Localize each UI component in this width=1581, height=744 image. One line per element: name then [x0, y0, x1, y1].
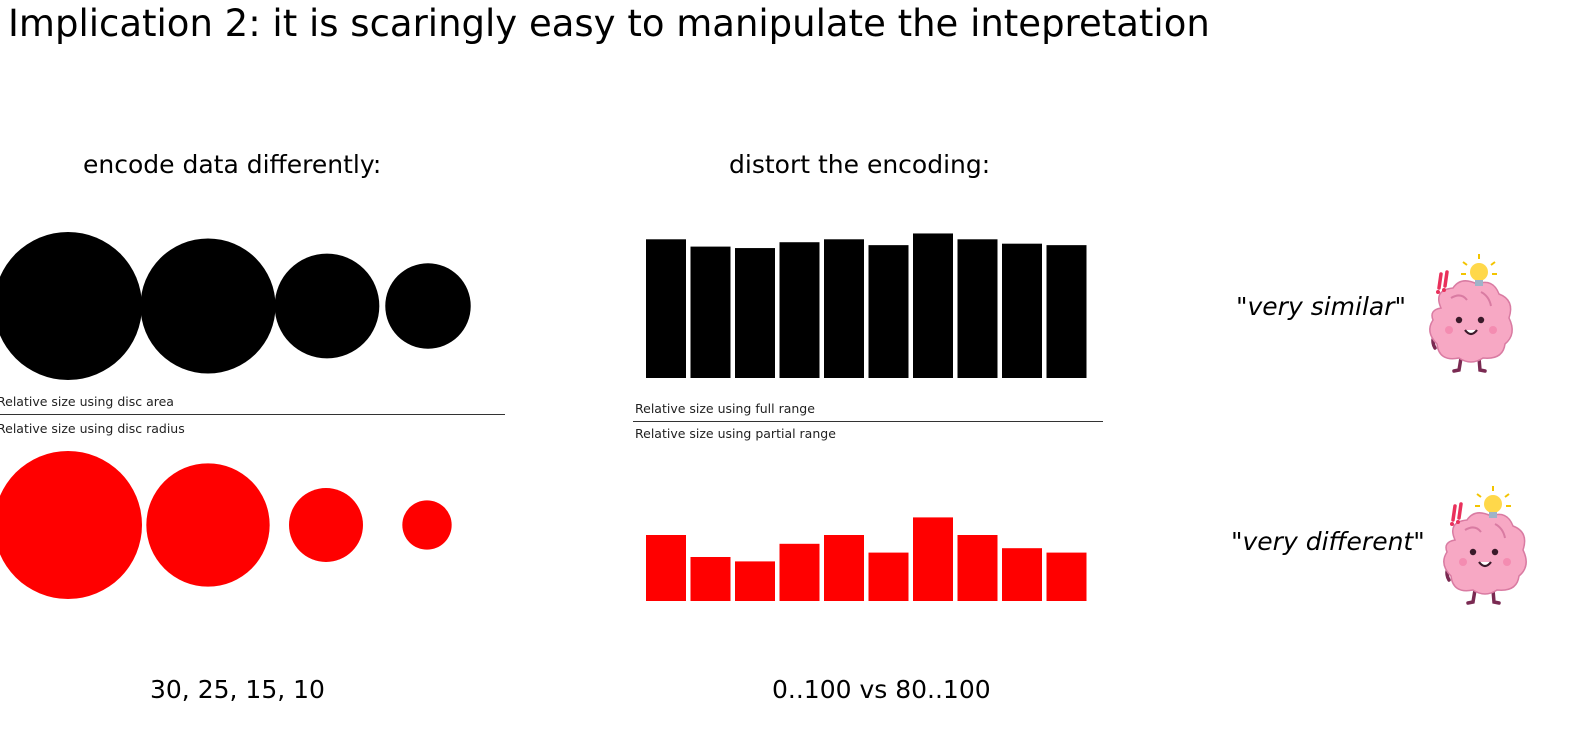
bar-mark — [690, 557, 731, 601]
disc-mark — [274, 253, 380, 359]
bar-mark — [1002, 243, 1042, 378]
values-caption: 30, 25, 15, 10 — [150, 675, 325, 704]
bar-mark — [1046, 245, 1087, 378]
bar-mark — [646, 239, 686, 378]
bar-mark — [824, 535, 864, 601]
bar-mark — [824, 239, 864, 378]
disc-mark — [289, 488, 363, 562]
disc-mark — [0, 232, 142, 380]
range-caption: 0..100 vs 80..100 — [772, 675, 991, 704]
different-quote: "very different" — [1231, 527, 1425, 556]
bar-mark — [868, 552, 909, 601]
bar-mark — [779, 543, 820, 601]
bar-mark — [779, 242, 820, 378]
thinking-brain-icon — [1443, 486, 1527, 605]
middle-divider — [633, 421, 1103, 422]
disc-mark — [385, 263, 471, 349]
partial-range-bar-chart — [646, 517, 1087, 601]
bar-mark — [957, 535, 998, 601]
slide-title: Implication 2: it is scaringly easy to m… — [8, 2, 1210, 45]
bar-mark — [735, 248, 775, 378]
disc-mark — [140, 238, 276, 374]
disc-area-label: Relative size using disc area — [0, 394, 174, 409]
bar-mark — [957, 239, 998, 378]
bar-mark — [1002, 548, 1042, 601]
left-heading: encode data differently: — [83, 150, 382, 179]
full-range-label: Relative size using full range — [635, 401, 815, 416]
full-range-bar-chart — [646, 233, 1087, 378]
middle-heading: distort the encoding: — [729, 150, 991, 179]
left-divider — [0, 414, 505, 415]
disc-mark — [0, 451, 142, 599]
disc-mark — [402, 500, 452, 550]
partial-range-label: Relative size using partial range — [635, 426, 836, 441]
disc-radius-label: Relative size using disc radius — [0, 421, 185, 436]
bar-mark — [646, 535, 686, 601]
bar-mark — [868, 245, 909, 378]
bar-mark — [913, 517, 953, 601]
thinking-brain-icon — [1429, 254, 1513, 373]
bar-mark — [1046, 552, 1087, 601]
bar-mark — [913, 233, 953, 378]
disc-mark — [146, 463, 270, 587]
bar-mark — [690, 246, 731, 378]
disc-radius-chart — [0, 451, 452, 599]
similar-quote: "very similar" — [1236, 292, 1407, 321]
disc-area-chart — [0, 232, 471, 380]
bar-mark — [735, 561, 775, 601]
